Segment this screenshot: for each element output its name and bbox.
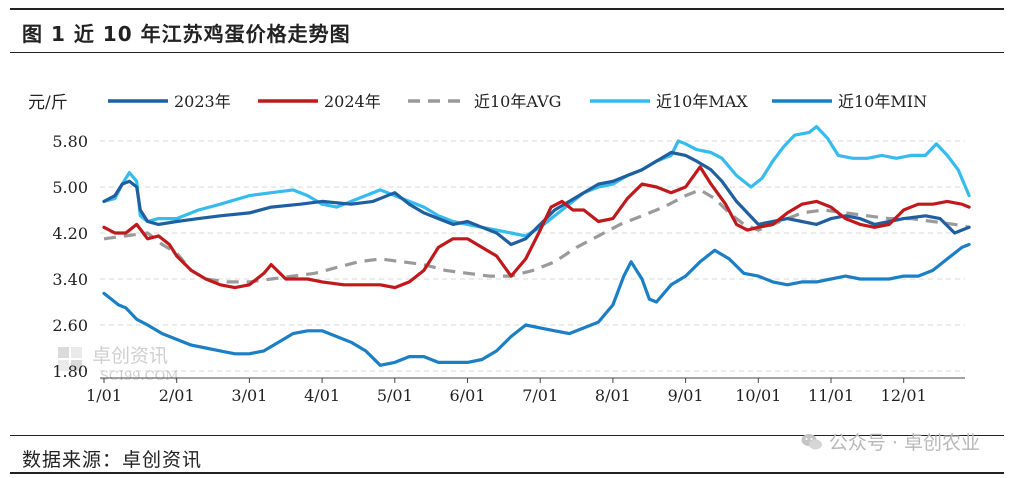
series-lines <box>102 125 971 367</box>
y-axis: 1.80 2.60 3.40 4.20 5.00 5.80 <box>52 132 88 381</box>
wechat-label: 公众号 · 卓创农业 <box>828 432 980 454</box>
y-tick-label: 1.80 <box>52 362 88 381</box>
x-tick-label: 2/01 <box>159 386 195 405</box>
bottom-rule <box>10 435 1004 436</box>
egg-price-chart: 卓创资讯 SCI99.COM 1.802.603.404.205.005.80 … <box>28 92 971 405</box>
legend-label-2024: 2024年 <box>324 92 381 111</box>
watermark-logo-block-4 <box>71 360 82 371</box>
watermark-logo-block-3 <box>58 360 69 371</box>
x-tick-label: 7/01 <box>522 386 558 405</box>
x-tick-label: 12/01 <box>881 386 927 405</box>
x-tick-label: 4/01 <box>304 386 340 405</box>
legend-label-2023: 2023年 <box>174 92 231 111</box>
y-tick-label: 3.40 <box>52 270 88 289</box>
series-line-max <box>102 125 971 238</box>
x-tick-label: 6/01 <box>450 386 486 405</box>
x-axis: 1/01 2/01 3/01 4/01 5/01 6/01 7/01 8/01 9/01 10/0… <box>86 377 965 405</box>
legend-label-avg: 近10年AVG <box>474 92 561 111</box>
x-tick-label: 3/01 <box>231 386 267 405</box>
figure-title: 图 1 近 10 年江苏鸡蛋价格走势图 <box>22 22 351 46</box>
source-note: 数据来源：卓创资讯 <box>22 449 203 471</box>
y-tick-label: 5.00 <box>52 178 88 197</box>
watermark-logo-block-2 <box>71 347 82 358</box>
wechat-watermark: 公众号 · 卓创农业 <box>801 428 980 455</box>
legend-label-min: 近10年MIN <box>838 92 927 111</box>
watermark-sub: SCI99.COM <box>100 369 179 384</box>
x-tick-label: 9/01 <box>668 386 704 405</box>
x-tick-label: 1/01 <box>86 386 122 405</box>
watermark: 卓创资讯 SCI99.COM <box>58 345 179 384</box>
series-line-avg <box>103 188 970 284</box>
x-tick-label: 11/01 <box>808 386 854 405</box>
footer-rule <box>10 472 1004 474</box>
gridlines <box>100 140 965 372</box>
y-axis-label: 元/斤 <box>28 93 68 113</box>
series-line-min <box>102 242 971 367</box>
y-tick-label: 2.60 <box>52 316 88 335</box>
series-line-2023 <box>102 150 971 247</box>
y-tick-label: 5.80 <box>52 132 88 151</box>
x-tick-label: 5/01 <box>377 386 413 405</box>
x-tick-label: 8/01 <box>595 386 631 405</box>
watermark-text: 卓创资讯 <box>92 345 168 367</box>
title-rule <box>10 52 1004 53</box>
y-tick-label: 4.20 <box>52 224 88 243</box>
legend: 2023年 2024年 近10年AVG 近10年MAX 近10年MIN <box>108 92 927 111</box>
x-tick-label: 10/01 <box>735 386 781 405</box>
watermark-logo-block-1 <box>58 347 69 358</box>
top-rule <box>10 8 1004 10</box>
legend-label-max: 近10年MAX <box>656 92 748 111</box>
wechat-icon <box>801 433 822 449</box>
series-line-2024 <box>102 165 971 290</box>
